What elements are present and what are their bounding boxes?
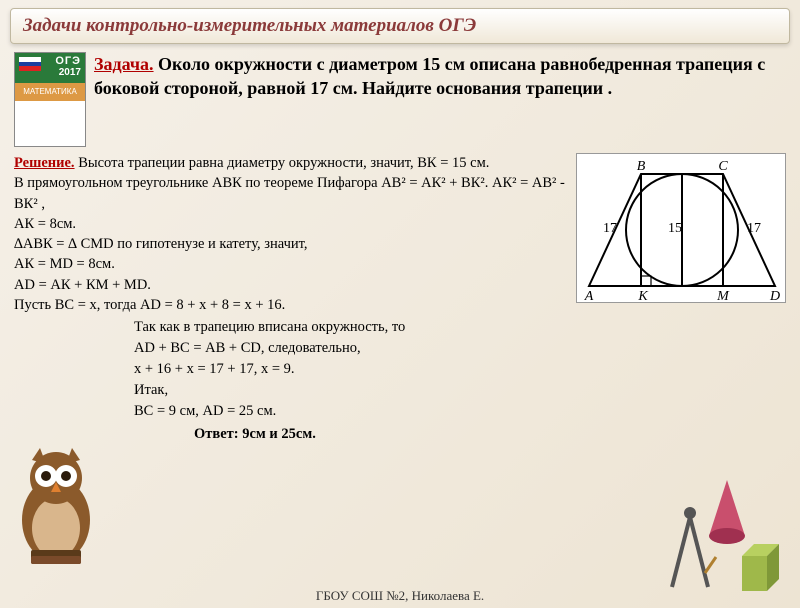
svg-text:C: C xyxy=(718,159,728,174)
solution-line-6: Пусть ВС = х, тогда АD = 8 + х + 8 = х +… xyxy=(14,297,285,313)
cont-line-3: Итак, xyxy=(134,382,168,398)
content: ОГЭ 2017 МАТЕМАТИКА Задача. Около окружн… xyxy=(0,48,800,445)
problem-text: Задача. Около окружности с диаметром 15 … xyxy=(94,52,786,147)
solution-line-1: В прямоугольном треугольнике АВК по теор… xyxy=(14,175,565,211)
solution-label: Решение. xyxy=(14,155,75,171)
book-year-label: 2017 xyxy=(59,67,81,78)
svg-text:17: 17 xyxy=(747,221,761,236)
solution-continuation: Так как в трапецию вписана окружность, т… xyxy=(134,317,786,445)
solution-line-3: ∆АВК = ∆ CMD по гипотенузе и катету, зна… xyxy=(14,236,308,252)
title-bar: Задачи контрольно-измерительных материал… xyxy=(10,8,790,44)
problem-body: Около окружности с диаметром 15 см описа… xyxy=(94,54,765,98)
svg-text:D: D xyxy=(769,289,780,304)
cont-line-4: ВС = 9 см, АD = 25 см. xyxy=(134,403,276,419)
svg-text:K: K xyxy=(637,289,648,304)
book-oge-label: ОГЭ xyxy=(55,55,81,67)
solution-line-4: АК = МD = 8см. xyxy=(14,256,115,272)
owl-icon xyxy=(6,440,106,570)
trapezoid-diagram: A B C D K M 17 17 15 xyxy=(576,153,786,303)
book-cover-icon: ОГЭ 2017 МАТЕМАТИКА xyxy=(14,52,86,147)
solution-row: Решение. Высота трапеции равна диаметру … xyxy=(14,153,786,315)
svg-text:M: M xyxy=(716,289,730,304)
cont-line-2: х + 16 + х = 17 + 17, х = 9. xyxy=(134,361,295,377)
cont-line-0: Так как в трапецию вписана окружность, т… xyxy=(134,319,405,335)
svg-text:15: 15 xyxy=(668,221,682,236)
compass-icon xyxy=(660,503,720,593)
problem-label: Задача. xyxy=(94,54,154,74)
page-title: Задачи контрольно-измерительных материал… xyxy=(23,15,777,37)
footer: ГБОУ СОШ №2, Николаева Е. xyxy=(0,588,800,604)
solution-line-0: Высота трапеции равна диаметру окружност… xyxy=(75,155,490,171)
svg-text:17: 17 xyxy=(603,221,617,236)
problem-row: ОГЭ 2017 МАТЕМАТИКА Задача. Около окружн… xyxy=(14,52,786,147)
solution-line-5: АD = АК + КМ + МD. xyxy=(14,277,151,293)
solution-text: Решение. Высота трапеции равна диаметру … xyxy=(14,153,568,315)
cont-line-1: АD + ВС = АВ + СD, следовательно, xyxy=(134,340,361,356)
book-subject-label: МАТЕМАТИКА xyxy=(15,83,85,101)
svg-text:A: A xyxy=(584,289,594,304)
answer-line: Ответ: 9см и 25см. xyxy=(194,424,786,445)
solution-line-2: АК = 8см. xyxy=(14,216,76,232)
svg-text:B: B xyxy=(637,159,646,174)
cube-icon xyxy=(732,536,792,596)
